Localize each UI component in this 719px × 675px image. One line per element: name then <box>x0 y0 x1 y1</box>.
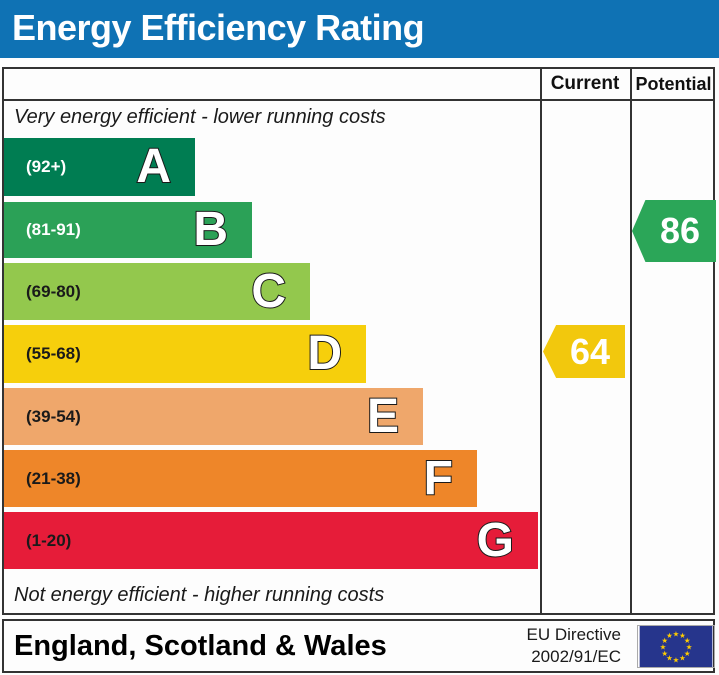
svg-text:★: ★ <box>666 654 673 663</box>
band-f: (21-38) F <box>4 450 477 507</box>
band-a-letter: A <box>135 140 172 193</box>
title-bar: Energy Efficiency Rating <box>0 0 719 58</box>
potential-rating-arrow: 86 <box>632 200 716 262</box>
band-d-letter: D <box>306 327 343 380</box>
current-column-header: Current <box>550 73 620 94</box>
potential-column-divider <box>630 67 632 615</box>
eu-directive-line2: 2002/91/EC <box>531 647 621 666</box>
page-title: Energy Efficiency Rating <box>12 7 425 48</box>
bottom-note: Not energy efficient - higher running co… <box>14 584 385 606</box>
band-c-range: (69-80) <box>26 281 81 301</box>
eu-directive-line1: EU Directive <box>526 625 621 644</box>
svg-text:★: ★ <box>684 649 691 658</box>
band-e: (39-54) E <box>4 388 423 445</box>
potential-column-header: Potential <box>635 74 712 94</box>
current-rating-value: 64 <box>569 330 611 372</box>
band-b-letter: B <box>192 203 229 256</box>
eu-directive-label: EU Directive 2002/91/EC <box>527 624 621 668</box>
svg-text:★: ★ <box>661 649 668 658</box>
eu-flag-field <box>639 626 713 667</box>
svg-text:★: ★ <box>679 631 686 640</box>
band-b-range: (81-91) <box>26 220 81 239</box>
region-label: England, Scotland & Wales <box>14 630 387 662</box>
band-e-letter: E <box>366 389 400 443</box>
band-d-range: (55-68) <box>26 344 81 363</box>
top-note: Very energy efficient - lower running co… <box>14 106 386 128</box>
current-rating-arrow: 64 <box>543 325 625 378</box>
band-c: (69-80) C <box>4 263 310 320</box>
svg-text:★: ★ <box>686 642 693 651</box>
svg-text:★: ★ <box>679 654 686 663</box>
potential-rating-value: 86 <box>659 210 701 251</box>
svg-text:★: ★ <box>673 629 680 638</box>
band-f-letter: F <box>423 451 454 505</box>
svg-text:★: ★ <box>660 642 667 651</box>
band-g-range: (1-20) <box>26 530 72 550</box>
band-c-letter: C <box>250 264 287 318</box>
svg-text:★: ★ <box>661 636 668 645</box>
eu-flag-stars: ★ ★ ★★ ★★ ★★ ★★ ★★ <box>660 629 693 664</box>
current-column-divider <box>540 67 542 615</box>
svg-text:★: ★ <box>684 636 691 645</box>
band-d: (55-68) D <box>4 325 366 383</box>
band-a-range: (92+) <box>26 157 67 176</box>
svg-text:★: ★ <box>666 631 673 640</box>
header-row-divider <box>2 99 715 101</box>
band-a: (92+) A <box>4 138 195 196</box>
band-g: (1-20) G <box>4 512 538 569</box>
band-b: (81-91) B <box>4 202 252 258</box>
band-f-range: (21-38) <box>26 468 81 488</box>
eu-flag-icon: ★ ★ ★★ ★★ ★★ ★★ ★★ <box>637 625 715 668</box>
footer: England, Scotland & Wales EU Directive 2… <box>2 619 715 673</box>
band-e-range: (39-54) <box>26 406 81 426</box>
band-g-letter: G <box>476 513 515 567</box>
svg-text:★: ★ <box>673 655 680 664</box>
